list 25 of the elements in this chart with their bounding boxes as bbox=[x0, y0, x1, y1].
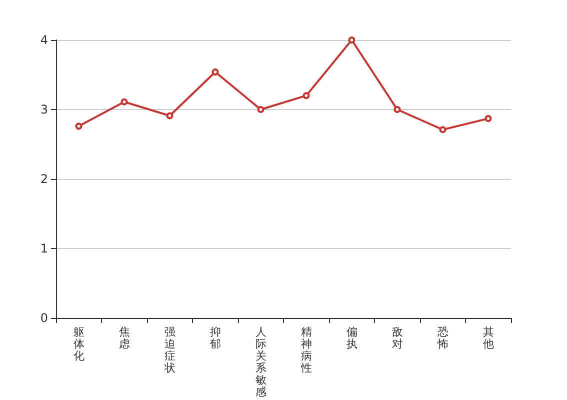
point bbox=[257, 106, 264, 113]
point bbox=[484, 115, 492, 122]
x-tick-label: 抑郁 bbox=[210, 326, 221, 350]
point bbox=[302, 92, 310, 100]
x-tick-label: 躯体化 bbox=[73, 326, 84, 362]
y-tick-label: 4 bbox=[40, 33, 48, 47]
y-tick-label: 2 bbox=[40, 172, 48, 186]
point bbox=[348, 36, 356, 44]
y-tick-label: 0 bbox=[40, 311, 48, 325]
point bbox=[212, 68, 219, 76]
y-tick-label: 3 bbox=[40, 102, 48, 116]
x-tick-label: 其他 bbox=[482, 326, 494, 350]
x-tick-label: 强迫症状 bbox=[163, 326, 176, 374]
point bbox=[439, 126, 446, 134]
point bbox=[75, 122, 82, 130]
point bbox=[166, 112, 174, 120]
y-tick-label: 1 bbox=[40, 242, 48, 256]
x-tick-label: 恐怖 bbox=[436, 326, 448, 350]
point bbox=[394, 106, 401, 113]
x-tick-label: 偏执 bbox=[346, 326, 358, 350]
x-tick-label: 焦虑 bbox=[118, 326, 130, 350]
point bbox=[120, 98, 128, 106]
x-tick-label: 敌对 bbox=[392, 326, 403, 350]
x-tick-label: 精神病性 bbox=[300, 326, 312, 374]
x-tick-label: 人际关系敏感 bbox=[255, 326, 266, 398]
